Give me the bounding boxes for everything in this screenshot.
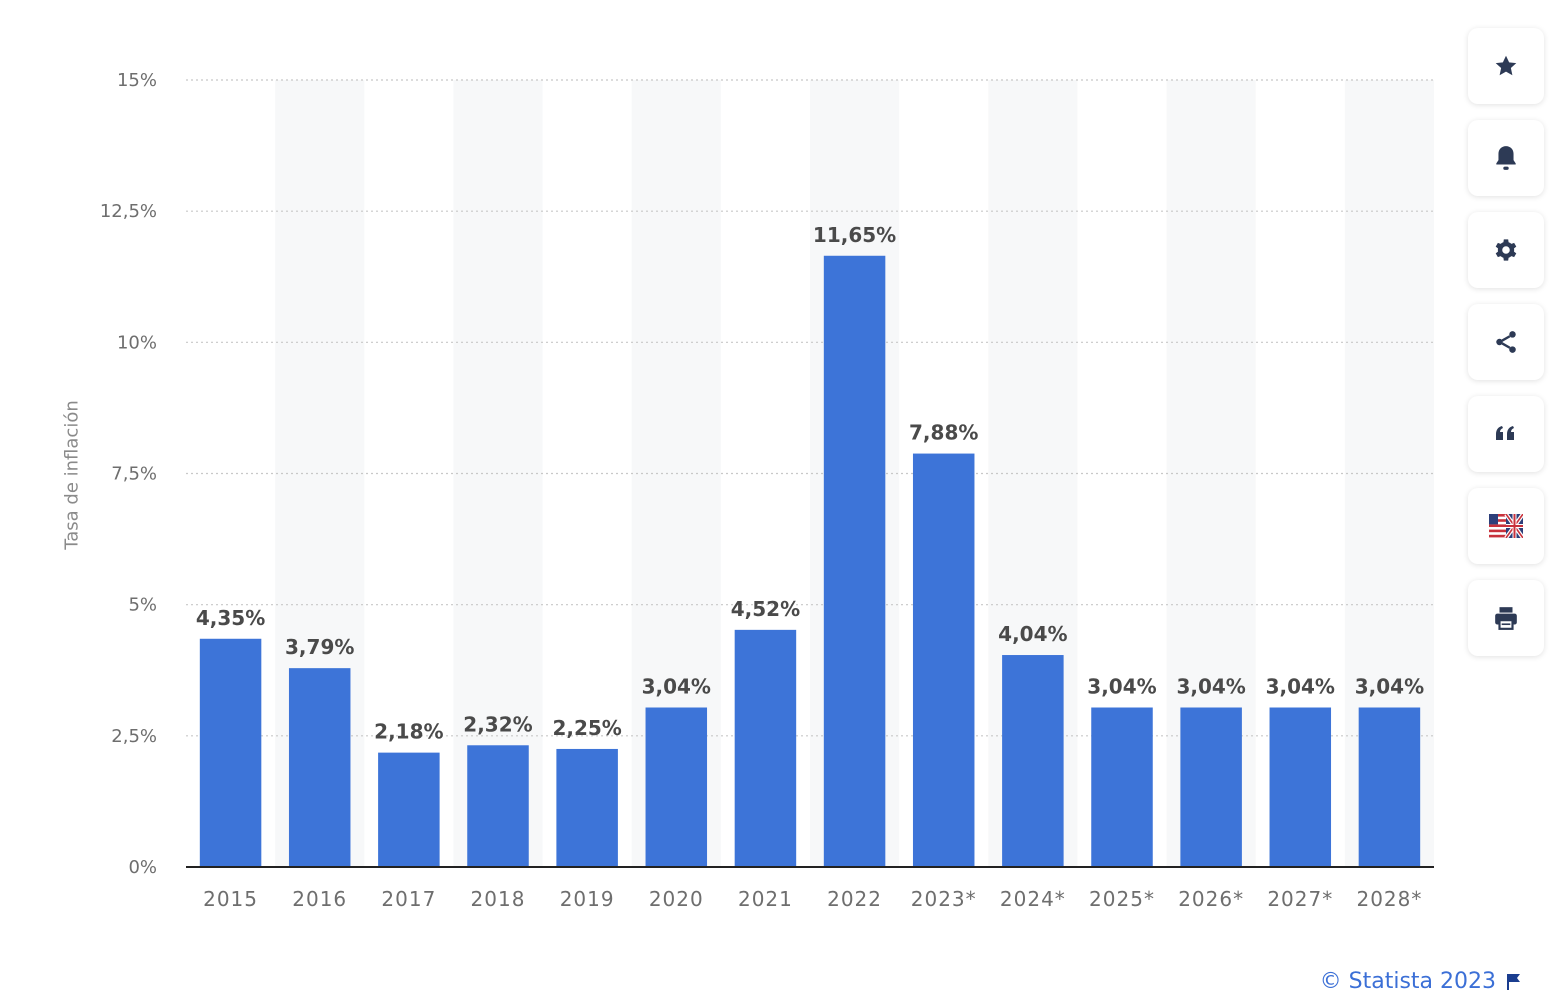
bar-chart: 0% 2,5% 5% 7,5% 10% 12,5% 15% 4,35% 2015 3,79% 201…	[100, 70, 1434, 911]
share-icon	[1496, 331, 1516, 353]
y-tick-label: 15%	[117, 70, 157, 91]
bar	[378, 752, 440, 867]
value-label: 3,04%	[1266, 675, 1335, 699]
value-label: 4,04%	[998, 622, 1067, 646]
bell-icon	[1496, 146, 1516, 170]
credit: © Statista 2023	[1320, 969, 1522, 994]
bar	[1180, 707, 1242, 867]
bar	[734, 629, 797, 867]
value-label: 3,79%	[285, 635, 354, 659]
x-tick-label: 2027*	[1267, 887, 1333, 911]
x-tick-label: 2023*	[911, 887, 977, 911]
y-tick-label: 2,5%	[111, 726, 157, 747]
bar	[467, 745, 529, 867]
value-label: 2,18%	[374, 720, 443, 744]
y-axis-title: Tasa de inflación	[61, 400, 83, 550]
copyright-link[interactable]: © Statista 2023	[1319, 969, 1496, 994]
value-label: 3,04%	[1355, 675, 1424, 699]
value-label: 3,04%	[1176, 675, 1245, 699]
flag-us-uk-icon	[1489, 514, 1523, 538]
star-icon	[1495, 55, 1517, 76]
bar	[645, 707, 708, 867]
bar	[1002, 655, 1064, 867]
toolbar-sidebar	[1468, 28, 1544, 672]
value-label: 2,25%	[552, 716, 621, 740]
value-label: 3,04%	[1087, 675, 1156, 699]
bar	[1091, 707, 1153, 867]
x-tick-label: 2025*	[1089, 887, 1155, 911]
x-tick-label: 2022	[827, 887, 882, 911]
x-tick-label: 2024*	[1000, 887, 1066, 911]
language-button[interactable]	[1468, 488, 1544, 564]
y-tick-label: 7,5%	[111, 464, 157, 485]
y-tick-label: 0%	[128, 857, 157, 878]
y-tick-label: 12,5%	[100, 201, 157, 222]
x-tick-label: 2028*	[1356, 887, 1422, 911]
x-tick-label: 2021	[738, 887, 793, 911]
bar	[288, 668, 351, 867]
bar	[823, 255, 886, 868]
x-tick-label: 2015	[203, 887, 258, 911]
x-tick-label: 2017	[381, 887, 436, 911]
settings-button[interactable]	[1468, 212, 1544, 288]
x-tick-label: 2019	[560, 887, 615, 911]
x-tick-label: 2018	[471, 887, 526, 911]
gear-icon	[1495, 239, 1517, 261]
bar	[912, 453, 975, 867]
x-tick-label: 2016	[292, 887, 347, 911]
value-label: 7,88%	[909, 421, 978, 445]
share-button[interactable]	[1468, 304, 1544, 380]
bar	[199, 638, 262, 867]
bar	[556, 748, 618, 867]
value-label: 4,35%	[196, 606, 265, 630]
notification-button[interactable]	[1468, 120, 1544, 196]
cite-button[interactable]	[1468, 396, 1544, 472]
print-button[interactable]	[1468, 580, 1544, 656]
bar	[1358, 707, 1421, 867]
value-label: 11,65%	[813, 223, 896, 247]
y-tick-label: 10%	[117, 332, 157, 353]
bar	[1269, 707, 1332, 867]
x-tick-label: 2020	[649, 887, 704, 911]
favorite-button[interactable]	[1468, 28, 1544, 104]
x-tick-label: 2026*	[1178, 887, 1244, 911]
value-label: 2,32%	[463, 712, 532, 736]
value-label: 3,04%	[642, 675, 711, 699]
value-label: 4,52%	[731, 597, 800, 621]
report-flag-icon[interactable]	[1506, 973, 1522, 991]
y-tick-label: 5%	[128, 595, 157, 616]
print-icon	[1495, 607, 1517, 630]
quote-icon	[1496, 426, 1514, 440]
